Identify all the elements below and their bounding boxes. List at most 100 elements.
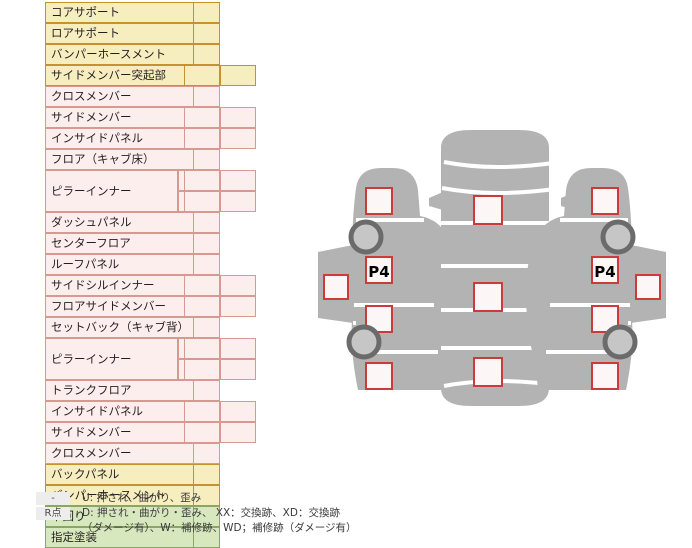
table-row: セットバック（キャブ背） (45, 317, 255, 338)
table-row: サイドメンバー突起部 (45, 65, 256, 86)
mark-cell[interactable] (193, 23, 220, 44)
panel-label: フロア（キャブ床） (45, 149, 206, 170)
table-row: ルーフパネル (45, 254, 255, 275)
panel-label: トランクフロア (45, 380, 206, 401)
table-row: バンパーホースメント (45, 44, 255, 65)
legend: - U: 押され、曲がり、歪み R点 D: 押され・曲がり・歪み、 XX：交換跡… (36, 491, 436, 536)
mark-cell[interactable] (193, 485, 220, 506)
mark-cell[interactable] (193, 380, 220, 401)
legend-text-u: U: 押され、曲がり、歪み (82, 492, 202, 504)
table-row: ロアサポート (45, 23, 255, 44)
table-row: バンパーホースメント (45, 485, 255, 506)
mark-cell[interactable] (220, 128, 256, 149)
table-row: サイドシルインナー (45, 275, 256, 296)
table-row: サイドメンバー (45, 107, 256, 128)
panel-damage-table: コアサポート ロアサポート バンパーホースメント サイドメンバー突起部 クロスメンバーサ… (45, 2, 256, 548)
mark-cell[interactable] (184, 128, 220, 149)
mark-cell[interactable] (193, 254, 220, 275)
panel-label: バンパーホースメント (45, 44, 206, 65)
panel-label: バックパネル (45, 464, 206, 485)
table-row: サイドメンバー (45, 422, 256, 443)
mark-cell[interactable] (220, 422, 256, 443)
mark-cell[interactable] (193, 464, 220, 485)
marker-box (591, 305, 619, 333)
legend-row-u: - U: 押され、曲がり、歪み (36, 491, 436, 506)
mark-cell[interactable] (184, 65, 220, 86)
table-row: コアサポート (45, 2, 255, 23)
mark-cell[interactable] (184, 107, 220, 128)
table-row: センターフロア (45, 233, 255, 254)
panel-label: セットバック（キャブ背） (45, 317, 206, 338)
mark-cell[interactable] (220, 296, 256, 317)
mark-cell[interactable] (184, 170, 220, 191)
panel-label: コアサポート (45, 2, 206, 23)
panel-label: ピラーインナー (45, 170, 178, 212)
mark-cell[interactable] (184, 401, 220, 422)
vehicle-diagram: P4 P4 (296, 120, 688, 420)
mark-cell[interactable] (220, 401, 256, 422)
right-position-label: P4 (594, 263, 615, 281)
mark-cell[interactable] (193, 233, 220, 254)
panel-label: フロアサイドメンバー (45, 296, 206, 317)
panel-label: クロスメンバー (45, 443, 206, 464)
panel-label: クロスメンバー (45, 86, 206, 107)
table-row: ダッシュパネル (45, 212, 255, 233)
marker-box (365, 305, 393, 333)
table-row: フロアサイドメンバー (45, 296, 256, 317)
mark-cell[interactable] (220, 338, 256, 359)
mark-cell[interactable] (193, 506, 220, 527)
mark-cell[interactable] (220, 275, 256, 296)
panel-label: ルーフパネル (45, 254, 206, 275)
legend-row-r: R点 D: 押され・曲がり・歪み、 XX：交換跡、XD：交換跡 (36, 506, 436, 521)
marker-box (591, 362, 619, 390)
table-row: インサイドパネル (45, 401, 256, 422)
mark-cell[interactable] (184, 296, 220, 317)
mark-cell[interactable] (184, 359, 220, 380)
mark-cell[interactable] (184, 191, 220, 212)
panel-label: サイドメンバー (45, 107, 206, 128)
left-side-view: P4 (318, 168, 459, 390)
marker-box (473, 282, 503, 312)
marker-box (591, 256, 619, 284)
table-row: ピラーインナーC (45, 338, 256, 380)
panel-label: サイドシルインナー (45, 275, 206, 296)
mark-cell[interactable] (193, 317, 220, 338)
legend-key-dash: - (36, 492, 70, 505)
mark-cell[interactable] (220, 65, 256, 86)
marker-box (635, 274, 661, 300)
mark-cell[interactable] (193, 44, 220, 65)
mark-cell[interactable] (193, 443, 220, 464)
legend-text-d: D: 押され・曲がり・歪み、 XX：交換跡、XD：交換跡 (82, 507, 340, 519)
wheel-icon (600, 219, 636, 255)
marker-box (365, 187, 393, 215)
mark-cell[interactable] (193, 2, 220, 23)
table-row: クロスメンバー (45, 443, 255, 464)
table-row: フロア（キャブ床） (45, 149, 255, 170)
mark-cell[interactable] (184, 422, 220, 443)
marker-box (323, 274, 349, 300)
mark-cell[interactable] (193, 149, 220, 170)
table-row: B (45, 191, 256, 212)
table-row: D (45, 359, 256, 380)
table-row: インサイドパネル (45, 128, 256, 149)
table-row: クロスメンバー (45, 86, 255, 107)
mark-cell[interactable] (193, 86, 220, 107)
mark-cell[interactable] (220, 170, 256, 191)
marker-box (591, 187, 619, 215)
mark-cell[interactable] (184, 338, 220, 359)
panel-label: ロアサポート (45, 23, 206, 44)
left-position-label: P4 (368, 263, 389, 281)
panel-label: インサイドパネル (45, 401, 206, 422)
marker-box (365, 256, 393, 284)
marker-box (473, 195, 503, 225)
wheel-icon (602, 324, 638, 360)
legend-text-continued: （ダメージ有）、W：補修跡、WD；補修跡（ダメージ有） (82, 522, 357, 534)
mark-cell[interactable] (184, 275, 220, 296)
mark-cell[interactable] (220, 191, 256, 212)
mark-cell[interactable] (193, 212, 220, 233)
marker-box (473, 357, 503, 387)
mark-cell[interactable] (220, 359, 256, 380)
wheel-icon (346, 324, 382, 360)
table-row: バックパネル (45, 464, 255, 485)
mark-cell[interactable] (220, 107, 256, 128)
